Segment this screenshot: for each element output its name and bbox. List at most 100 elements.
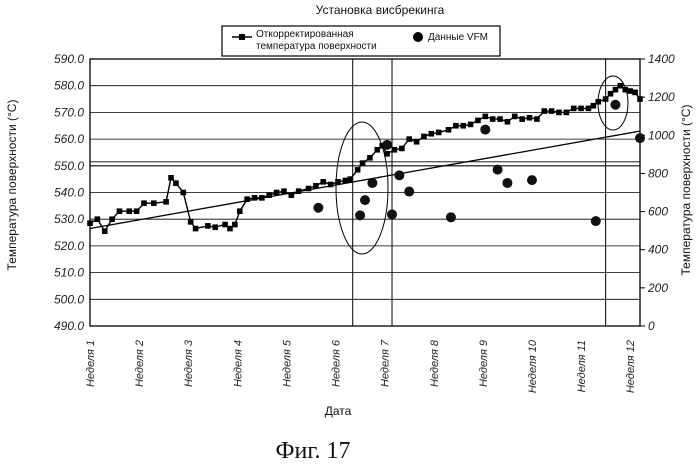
legend-circle-marker [413,32,423,42]
y-tick-right: 600 [648,205,668,219]
legend-label-vfm: Данные VFM [428,32,488,43]
data-point-temperature [556,110,562,116]
y-tick-right: 1400 [648,52,675,66]
data-point-temperature [549,108,555,114]
data-point-temperature [436,130,442,136]
data-point-temperature [212,224,218,230]
x-tick: Неделя 9 [478,340,490,387]
y-tick-right: 0 [648,319,655,333]
data-point-temperature [117,208,123,214]
y-tick-right: 800 [648,166,668,180]
data-point-temperature [591,103,597,109]
data-point-vfm [360,195,370,205]
data-point-temperature [453,123,459,129]
x-tick: Неделя 5 [281,339,293,387]
data-point-temperature [367,155,373,161]
data-point-temperature [313,183,319,189]
x-tick: Неделя 3 [183,339,195,387]
data-point-temperature [374,147,380,153]
data-point-temperature [151,200,157,206]
data-point-temperature [134,208,140,214]
data-point-temperature [627,88,633,94]
x-tick: Неделя 10 [527,339,539,393]
x-tick: Неделя 6 [331,339,343,387]
data-point-temperature [475,118,481,124]
data-point-vfm [367,178,377,188]
y-axis-label-left: Температура поверхности (°C) [5,100,19,271]
data-point-temperature [497,116,503,122]
data-point-temperature [141,200,147,206]
data-point-temperature [541,108,547,114]
data-point-temperature [534,116,540,122]
data-point-temperature [618,83,624,89]
y-tick-left: 540.0 [54,186,84,200]
x-tick: Неделя 11 [576,340,588,392]
data-point-temperature [227,226,233,232]
data-point-temperature [468,122,474,128]
y-tick-left: 510.0 [54,266,84,280]
data-point-temperature [181,190,187,196]
data-point-temperature [490,116,496,122]
data-point-vfm [387,209,397,219]
data-point-temperature [428,131,434,137]
y-tick-left: 590.0 [54,52,84,66]
data-point-temperature [637,96,643,102]
data-point-vfm [313,203,323,213]
data-point-vfm [493,165,503,175]
y-tick-left: 520.0 [54,239,84,253]
data-point-vfm [446,212,456,222]
data-point-vfm [591,216,601,226]
x-tick: Неделя 7 [380,339,392,387]
data-point-temperature [586,106,592,112]
annotation-ellipse [336,122,388,254]
legend: Откорректированнаятемпература поверхност… [222,26,500,56]
data-point-temperature [343,178,349,184]
y-tick-left: 570.0 [54,105,84,119]
data-point-temperature [505,119,511,125]
x-tick: Неделя 12 [625,340,637,393]
data-point-temperature [603,96,609,102]
data-point-vfm [382,140,392,150]
y-tick-left: 490.0 [54,319,84,333]
chart-title: Установка висбрекинга [316,3,445,17]
x-tick: Неделя 4 [232,340,244,387]
data-point-temperature [564,110,570,116]
data-point-temperature [421,134,427,140]
data-point-temperature [512,114,518,120]
data-point-temperature [355,167,361,173]
data-point-temperature [102,228,108,234]
y-tick-right: 1000 [648,128,675,142]
y-tick-left: 530.0 [54,212,84,226]
data-point-temperature [259,195,265,201]
data-point-vfm [502,178,512,188]
y-tick-left: 580.0 [54,79,84,93]
data-point-temperature [281,188,287,194]
data-point-temperature [188,219,194,225]
data-point-temperature [173,180,179,186]
data-point-temperature [289,192,295,198]
x-tick: Неделя 1 [85,340,97,387]
data-point-temperature [392,147,398,153]
data-point-temperature [205,223,211,229]
data-point-temperature [613,87,619,93]
y-tick-right: 1200 [648,90,675,104]
data-point-temperature [266,192,272,198]
y-axis-label-right: Температура поверхности (°C) [679,105,693,276]
x-axis-label: Дата [325,404,352,418]
data-point-temperature [483,114,489,120]
data-point-temperature [222,222,228,228]
data-point-vfm [635,133,645,143]
data-point-vfm [355,210,365,220]
data-point-temperature [193,226,199,232]
data-point-temperature [306,186,312,192]
data-point-temperature [406,136,412,142]
data-point-temperature [232,222,238,228]
data-point-vfm [394,170,404,180]
data-point-temperature [578,106,584,112]
data-point-temperature [87,220,93,226]
data-point-temperature [632,90,638,96]
data-point-vfm [610,100,620,110]
data-point-temperature [460,123,466,129]
data-point-temperature [320,179,326,185]
